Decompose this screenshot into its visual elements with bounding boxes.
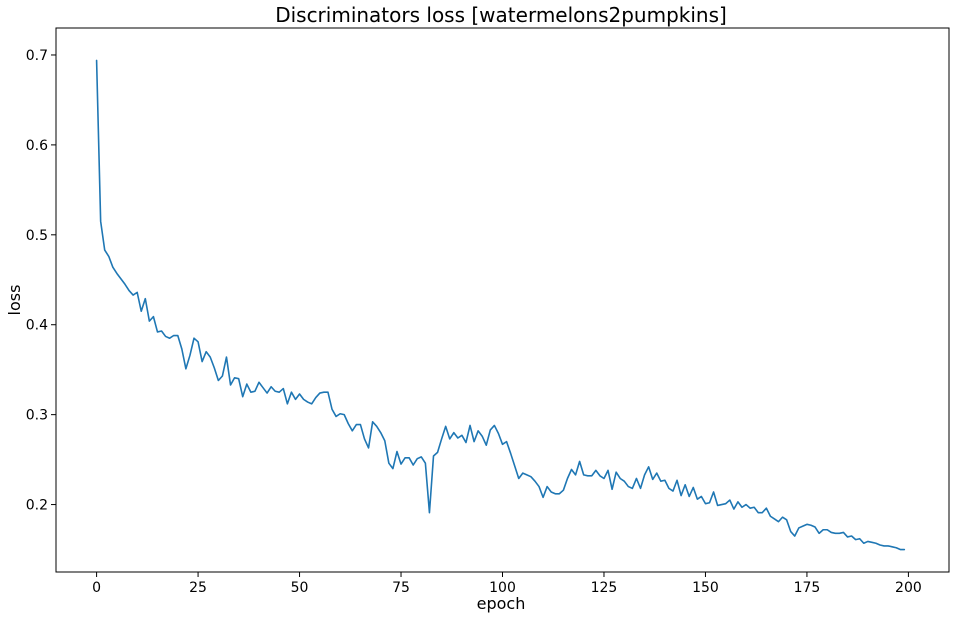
x-tick-label: 100 — [489, 580, 516, 596]
x-tick-label: 200 — [895, 580, 922, 596]
x-tick-label: 50 — [291, 580, 309, 596]
series-line — [95, 59, 906, 551]
x-tick-label: 0 — [92, 580, 101, 596]
x-tick-label: 75 — [392, 580, 410, 596]
y-tick-label: 0.2 — [26, 498, 48, 514]
y-tick-label: 0.4 — [26, 318, 48, 334]
y-axis-label: loss — [5, 285, 24, 316]
x-tick-label: 25 — [189, 580, 207, 596]
x-tick-label: 125 — [591, 580, 618, 596]
x-axis: 0 25 50 75 100 125 150 175 200 — [92, 572, 922, 596]
y-tick-label: 0.3 — [26, 408, 48, 424]
x-tick-label: 150 — [692, 580, 719, 596]
y-tick-label: 0.7 — [26, 48, 48, 64]
y-tick-label: 0.6 — [26, 138, 48, 154]
y-tick-label: 0.5 — [26, 228, 48, 244]
y-axis: 0.2 0.3 0.4 0.5 0.6 0.7 — [26, 48, 56, 514]
chart-title: Discriminators loss [watermelons2pumpkin… — [275, 3, 727, 27]
x-tick-label: 175 — [794, 580, 821, 596]
x-axis-label: epoch — [477, 594, 526, 613]
